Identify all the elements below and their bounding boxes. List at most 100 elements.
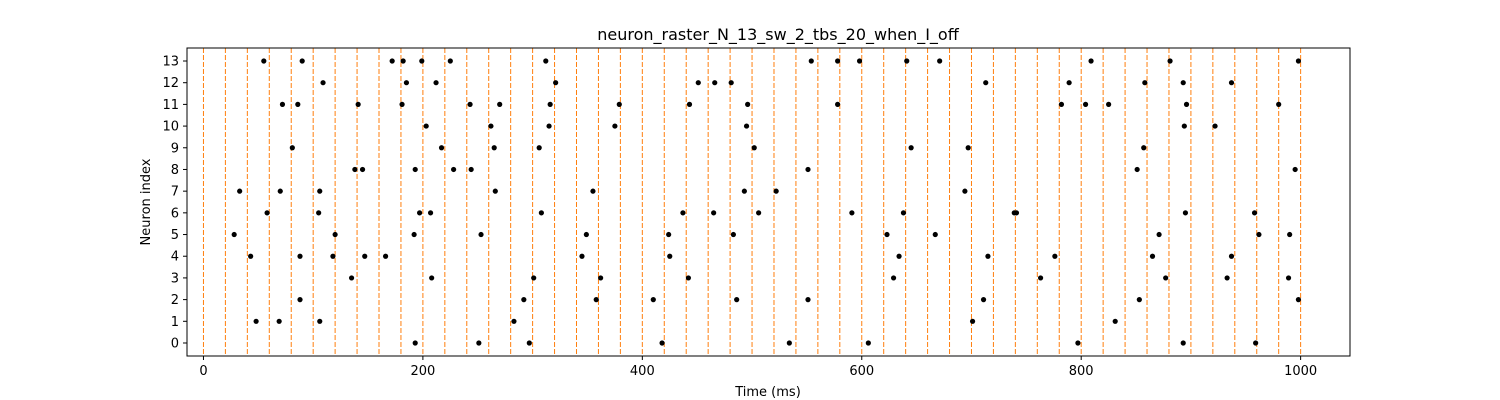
spike-n0-0 (412, 340, 418, 346)
spike-n5-3 (478, 231, 484, 238)
spike-n3-4 (685, 275, 692, 281)
spike-n5-8 (932, 231, 938, 238)
spike-n3-8 (1224, 275, 1230, 281)
spike-n4-5 (579, 253, 585, 259)
spike-n9-3 (536, 145, 542, 151)
spike-n8-5 (805, 166, 811, 173)
spike-n11-13 (1106, 101, 1112, 107)
spike-n9-5 (908, 145, 914, 151)
spike-n11-10 (835, 101, 841, 107)
spike-n0-8 (1253, 340, 1259, 346)
y-tick-label-9: 9 (171, 141, 179, 156)
spike-n13-6 (543, 58, 549, 64)
spike-n9-7 (1141, 145, 1147, 151)
spike-n0-5 (865, 340, 871, 346)
spike-n12-2 (433, 80, 439, 86)
y-tick-label-12: 12 (162, 76, 179, 91)
spike-n10-1 (488, 123, 494, 129)
spike-n0-6 (1075, 340, 1081, 346)
spike-n9-1 (438, 145, 445, 151)
spike-n13-8 (835, 58, 841, 64)
spike-n2-5 (805, 297, 811, 303)
y-axis-label: Neuron index (139, 158, 154, 245)
spike-n13-4 (419, 58, 425, 64)
x-tick-label-200: 200 (410, 364, 435, 379)
spike-n4-6 (667, 253, 673, 259)
spike-n6-13 (1251, 210, 1258, 216)
y-tick-label-8: 8 (171, 163, 179, 178)
spike-n10-0 (423, 123, 429, 129)
spike-n8-4 (468, 166, 474, 173)
spike-n8-0 (352, 166, 358, 173)
spike-n4-3 (362, 253, 368, 259)
spike-n13-5 (447, 58, 453, 64)
spike-n3-5 (890, 275, 897, 281)
spike-n8-6 (1134, 166, 1140, 173)
spike-n6-5 (680, 210, 686, 216)
spike-n6-11 (1013, 210, 1020, 216)
spike-n12-5 (712, 80, 718, 86)
spike-n13-11 (937, 58, 943, 64)
spike-n13-1 (299, 58, 305, 64)
spike-n12-0 (320, 80, 326, 86)
spike-n4-9 (1052, 253, 1058, 259)
spike-n2-6 (980, 297, 987, 303)
spike-n1-4 (969, 318, 976, 324)
spike-n3-2 (531, 275, 537, 281)
spike-n9-2 (491, 145, 497, 151)
chart-title: neuron_raster_N_13_sw_2_tbs_20_when_I_of… (597, 25, 959, 45)
spike-n1-2 (317, 318, 323, 324)
spike-n11-14 (1183, 101, 1190, 107)
spike-n12-6 (728, 80, 734, 86)
spike-n7-4 (590, 188, 596, 194)
spike-n9-0 (289, 145, 295, 151)
y-tick-label-5: 5 (171, 228, 179, 243)
spike-n3-3 (598, 275, 604, 281)
y-tick-label-10: 10 (162, 120, 179, 135)
spike-n12-9 (1142, 80, 1148, 86)
spike-n2-1 (521, 297, 527, 303)
spike-n5-0 (231, 231, 237, 238)
spike-n11-8 (686, 101, 693, 107)
spike-n1-3 (511, 318, 517, 324)
spike-n3-0 (348, 275, 355, 281)
spike-n11-2 (355, 101, 361, 107)
spike-n2-2 (593, 297, 599, 303)
spike-n11-7 (616, 101, 622, 107)
spike-n11-11 (1058, 101, 1065, 107)
spike-n7-0 (237, 188, 243, 194)
spike-n0-2 (526, 340, 532, 346)
spike-n7-5 (741, 188, 747, 194)
spike-n4-2 (330, 253, 336, 259)
spike-n5-4 (583, 231, 589, 238)
spike-n8-3 (451, 166, 457, 173)
spike-n4-4 (382, 253, 389, 259)
spike-n3-7 (1163, 275, 1169, 281)
spike-n11-6 (547, 101, 553, 107)
spike-n4-11 (1228, 253, 1235, 259)
spike-n0-7 (1180, 340, 1186, 346)
spike-n4-8 (985, 253, 991, 259)
spike-n3-6 (1037, 275, 1044, 281)
spike-n11-1 (295, 101, 301, 107)
x-tick-label-1000: 1000 (1284, 364, 1317, 379)
spike-n13-2 (389, 58, 395, 64)
x-axis-ticks: 0 200 400 600 800 1000 (199, 356, 1317, 379)
spike-n12-11 (1228, 80, 1235, 86)
spike-n5-9 (1156, 231, 1162, 238)
spike-n12-7 (983, 80, 989, 86)
spike-n6-2 (417, 210, 423, 216)
spike-n5-2 (411, 231, 417, 238)
spike-n6-6 (711, 210, 717, 216)
bin-boundary-lines (202, 48, 1302, 356)
spike-n11-5 (497, 101, 503, 107)
spike-n7-3 (492, 188, 498, 194)
spike-n11-0 (279, 101, 286, 107)
y-tick-label-2: 2 (171, 293, 179, 308)
y-tick-label-1: 1 (171, 315, 179, 330)
spike-n6-3 (427, 210, 434, 216)
spike-n11-12 (1082, 101, 1089, 107)
spike-n6-0 (264, 210, 270, 216)
